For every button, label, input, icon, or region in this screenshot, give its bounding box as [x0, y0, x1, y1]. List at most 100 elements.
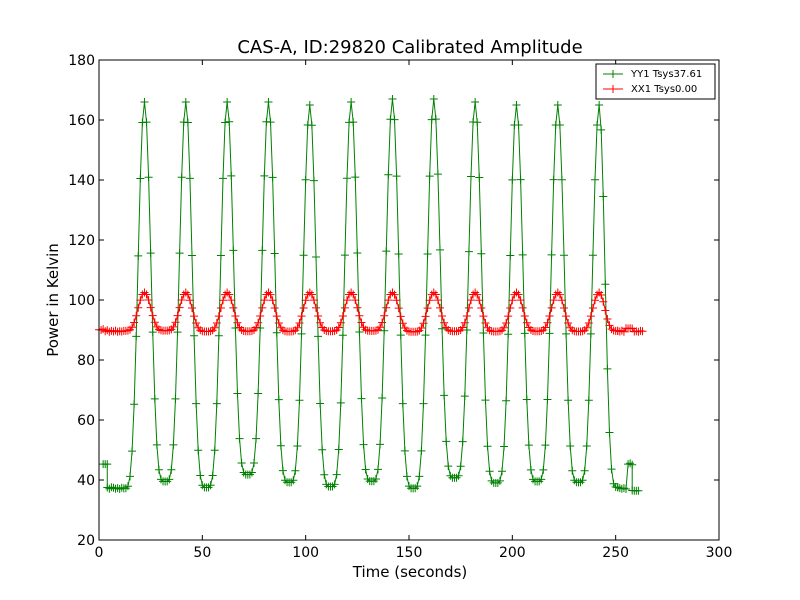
x-tick-label: 0 [95, 545, 104, 561]
data-point [128, 323, 137, 332]
data-point [144, 296, 153, 305]
chart-title: CAS-A, ID:29820 Calibrated Amplitude [237, 37, 582, 58]
data-point [526, 465, 535, 474]
y-tick-label: 60 [77, 413, 95, 429]
data-point [512, 288, 521, 297]
data-point [495, 476, 504, 485]
data-point [471, 288, 480, 297]
data-point [287, 478, 296, 487]
data-point [144, 173, 153, 182]
data-point [617, 326, 626, 335]
data-point [442, 437, 451, 446]
data-point [411, 484, 420, 493]
data-point [204, 483, 213, 492]
data-point [258, 303, 267, 312]
x-tick-label: 50 [193, 545, 211, 561]
data-point [340, 251, 349, 260]
data-point [371, 475, 380, 484]
data-point [336, 398, 345, 407]
data-point [132, 332, 141, 341]
data-point [152, 440, 161, 449]
data-point [382, 303, 391, 312]
data-point [591, 175, 599, 184]
data-point [268, 296, 277, 305]
data-point [566, 441, 575, 450]
data-point [380, 311, 389, 320]
data-point [347, 98, 356, 106]
data-point [477, 249, 486, 258]
data-point [165, 326, 174, 335]
data-point [570, 476, 579, 485]
data-point [487, 476, 496, 485]
data-point [586, 312, 595, 321]
legend-marker-xx1 [609, 85, 617, 93]
data-point [498, 467, 506, 476]
data-point [516, 296, 525, 305]
data-point [553, 101, 562, 109]
data-point [177, 296, 186, 305]
data-point [157, 475, 165, 484]
data-point [295, 319, 304, 328]
data-point [301, 175, 310, 184]
data-point [555, 290, 564, 299]
data-point [198, 481, 207, 490]
data-point [628, 460, 637, 469]
data-point [473, 290, 482, 299]
data-point [146, 303, 155, 312]
data-point [173, 328, 182, 337]
data-point [150, 394, 159, 403]
data-point [107, 483, 116, 492]
data-point [537, 326, 546, 335]
data-point [252, 434, 261, 443]
data-point [316, 318, 325, 327]
data-point [359, 440, 368, 449]
data-point [396, 312, 405, 321]
data-point [208, 471, 217, 480]
data-point [423, 304, 432, 313]
data-point [378, 394, 387, 403]
data-point [593, 121, 602, 130]
data-point [130, 400, 139, 409]
data-point [307, 290, 316, 299]
data-point [278, 466, 287, 475]
data-point [338, 311, 347, 320]
data-point [136, 174, 145, 183]
series-xx1 [95, 288, 647, 336]
data-point [500, 442, 509, 451]
data-point [477, 304, 486, 313]
data-point [258, 246, 267, 255]
data-point [512, 101, 521, 109]
data-point [458, 323, 467, 332]
data-point [214, 312, 223, 321]
data-point [349, 118, 358, 127]
data-point [227, 296, 236, 305]
x-tick-label: 150 [396, 545, 423, 561]
data-point [270, 249, 279, 258]
data-point [330, 480, 339, 489]
data-point [400, 446, 409, 455]
data-point [239, 468, 248, 477]
data-point [597, 125, 606, 134]
data-point [192, 319, 201, 328]
data-point [462, 311, 471, 320]
data-point [557, 296, 566, 305]
data-point [522, 318, 531, 327]
data-point [103, 460, 112, 469]
data-point [206, 327, 215, 336]
data-point [537, 475, 546, 484]
data-point [351, 296, 360, 305]
data-point [142, 118, 151, 127]
data-point [210, 323, 219, 332]
data-point [314, 311, 323, 320]
data-point [396, 331, 405, 340]
data-point [597, 291, 606, 300]
data-point [336, 318, 345, 327]
data-point [154, 325, 163, 334]
data-point [541, 323, 550, 332]
data-point [384, 170, 393, 179]
data-point [237, 459, 246, 468]
data-point [181, 288, 190, 297]
data-point [299, 251, 308, 260]
data-point [471, 98, 480, 106]
data-point [425, 296, 434, 305]
